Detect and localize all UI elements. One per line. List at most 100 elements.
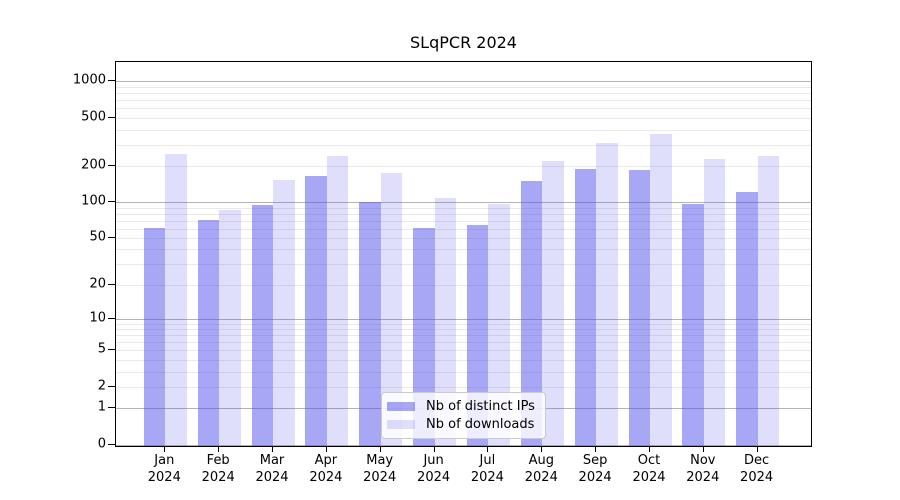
bar-nov-downloads <box>703 159 726 446</box>
bar-sep-downloads <box>596 142 618 446</box>
bar-oct-distinct-ips <box>628 169 650 446</box>
bar-mar-downloads <box>273 179 295 446</box>
gridline-minor-700 <box>116 100 811 102</box>
bar-jul-distinct-ips <box>466 224 489 446</box>
bar-apr-downloads <box>326 156 349 446</box>
plot-area: Nb of distinct IPs Nb of downloads <box>115 61 812 447</box>
gridline-minor-600 <box>116 108 811 110</box>
bar-may-downloads <box>380 173 403 446</box>
year-label: 2024 <box>524 469 558 485</box>
gridline-minor-200 <box>116 165 811 167</box>
legend-entry-downloads: Nb of downloads <box>387 417 535 432</box>
bar-dec-downloads <box>757 155 780 446</box>
gridline-major-0 <box>116 444 811 446</box>
month-label: Nov <box>690 453 716 468</box>
bar-jul-downloads <box>488 203 510 446</box>
y-tick-mark-500 <box>108 116 115 118</box>
bar-nov-distinct-ips <box>682 203 704 446</box>
x-tick-mark-jun <box>433 447 435 452</box>
y-tick-label-500: 500 <box>81 109 106 125</box>
y-tick-label-200: 200 <box>81 157 106 173</box>
year-label: 2024 <box>147 469 181 485</box>
year-label: 2024 <box>578 469 612 485</box>
y-tick-label-10: 10 <box>89 310 106 325</box>
gridline-minor-70 <box>116 220 811 222</box>
gridline-minor-50 <box>116 237 811 239</box>
x-tick-mark-nov <box>702 447 704 452</box>
gridline-minor-20 <box>116 284 811 286</box>
y-tick-mark-50 <box>108 236 115 238</box>
gridline-minor-5 <box>116 350 811 352</box>
y-tick-mark-5 <box>108 349 115 351</box>
gridline-minor-6 <box>116 342 811 344</box>
x-tick-label-feb: Feb 2024 <box>186 453 250 486</box>
x-tick-label-nov: Nov 2024 <box>671 453 735 486</box>
x-tick-mark-jul <box>487 447 489 452</box>
year-label: 2024 <box>255 469 289 485</box>
x-tick-label-mar: Mar 2024 <box>240 453 304 486</box>
gridline-minor-400 <box>116 129 811 131</box>
legend-swatch-icon <box>387 420 415 429</box>
x-tick-mark-may <box>379 447 381 452</box>
x-tick-mark-apr <box>325 447 327 452</box>
bar-sep-distinct-ips <box>574 168 597 446</box>
gridline-minor-7 <box>116 335 811 337</box>
gridline-minor-300 <box>116 144 811 146</box>
y-tick-label-0: 0 <box>97 436 106 451</box>
x-tick-mark-dec <box>756 447 758 452</box>
month-label: Jan <box>154 453 175 468</box>
y-tick-label-100: 100 <box>81 193 106 209</box>
y-tick-label-2: 2 <box>97 378 106 394</box>
x-tick-label-jul: Jul 2024 <box>455 453 519 486</box>
x-tick-mark-feb <box>218 447 220 452</box>
y-tick-mark-20 <box>108 283 115 285</box>
x-tick-mark-sep <box>595 447 597 452</box>
month-label: Sep <box>582 453 608 468</box>
year-label: 2024 <box>686 469 720 485</box>
bar-oct-downloads <box>650 133 672 446</box>
gridline-minor-8 <box>116 329 811 330</box>
y-tick-mark-1 <box>108 407 115 409</box>
bar-jan-distinct-ips <box>143 228 166 446</box>
bar-aug-downloads <box>542 160 564 446</box>
bar-dec-distinct-ips <box>736 192 758 446</box>
x-tick-mark-jan <box>164 447 166 452</box>
y-tick-label-50: 50 <box>89 229 106 245</box>
gridline-major-100 <box>116 202 811 203</box>
y-tick-label-5: 5 <box>97 341 106 357</box>
bar-aug-distinct-ips <box>520 180 543 446</box>
month-label: Jun <box>423 453 444 468</box>
chart-title: SLqPCR 2024 <box>410 33 517 52</box>
y-tick-mark-0 <box>108 443 115 445</box>
month-label: Apr <box>314 453 338 468</box>
month-label: Dec <box>744 453 770 468</box>
bar-jan-downloads <box>165 154 187 446</box>
x-tick-mark-aug <box>541 447 543 452</box>
year-label: 2024 <box>470 469 504 485</box>
gridline-minor-800 <box>116 93 811 95</box>
y-tick-mark-1000 <box>108 80 115 82</box>
x-tick-label-jun: Jun 2024 <box>402 453 466 486</box>
y-tick-mark-10 <box>108 317 115 319</box>
x-tick-label-dec: Dec 2024 <box>725 453 789 486</box>
month-label: Oct <box>637 453 661 468</box>
bar-feb-downloads <box>219 210 241 446</box>
year-label: 2024 <box>740 469 774 485</box>
gridline-minor-40 <box>116 249 811 251</box>
month-label: Mar <box>259 453 285 468</box>
legend-label: Nb of distinct IPs <box>426 399 535 414</box>
x-tick-label-may: May 2024 <box>348 453 412 486</box>
year-label: 2024 <box>632 469 666 485</box>
y-tick-label-20: 20 <box>89 276 106 291</box>
year-label: 2024 <box>363 469 397 485</box>
y-tick-mark-2 <box>108 385 115 387</box>
legend-swatch-icon <box>387 402 415 411</box>
gridline-minor-3 <box>116 371 811 373</box>
gridline-minor-4 <box>116 359 811 361</box>
y-tick-mark-100 <box>108 201 115 202</box>
x-tick-mark-mar <box>272 447 273 452</box>
x-tick-label-oct: Oct 2024 <box>617 453 681 486</box>
year-label: 2024 <box>417 469 451 485</box>
gridline-minor-90 <box>116 207 811 209</box>
